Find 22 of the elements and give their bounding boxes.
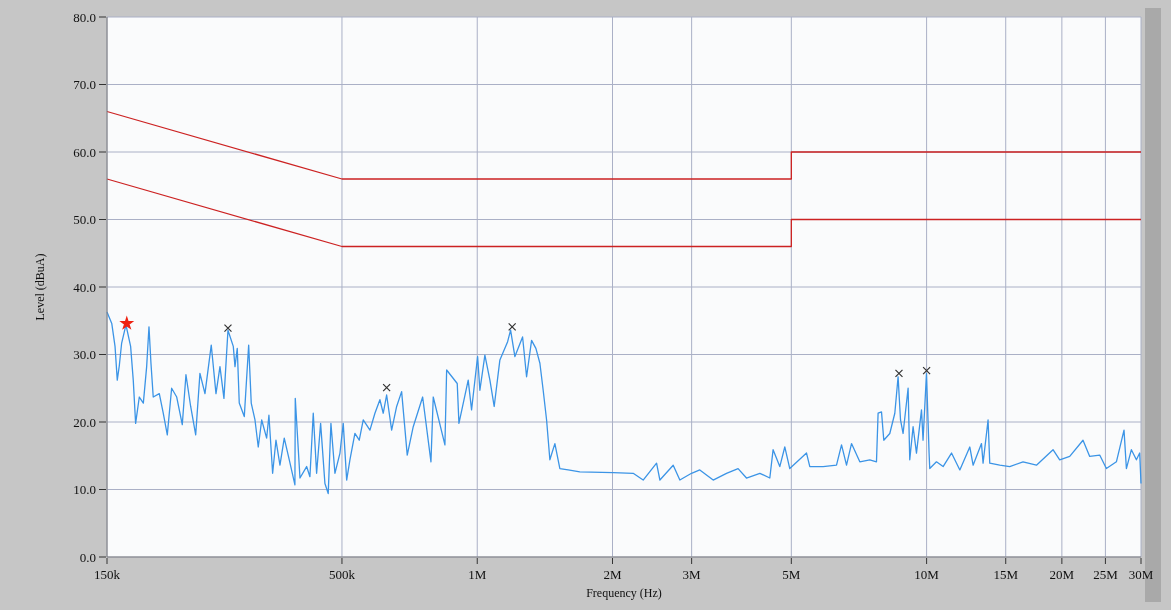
y-tick-label: 80.0 [73,9,96,25]
y-tick-label: 20.0 [73,414,96,430]
y-axis-title: Level (dBuA) [33,253,47,321]
x-tick-label: 30M [1128,567,1154,582]
x-tick-label: 25M [1093,567,1119,582]
x-tick-label: 5M [782,567,801,582]
x-tick-label: 1M [468,567,487,582]
y-tick-label: 50.0 [73,212,96,228]
x-tick-label: 15M [993,567,1019,582]
x-tick-label: 20M [1049,567,1075,582]
y-tick-label: 30.0 [73,347,96,363]
y-tick-label: 10.0 [73,482,96,498]
x-tick-label: 2M [603,567,622,582]
x-axis-title: Frequency (Hz) [586,586,662,600]
x-tick-label: 500k [328,567,356,582]
y-tick-label: 60.0 [73,144,96,160]
x-tick-label: 3M [682,567,702,582]
x-tick-label: 10M [914,567,940,582]
y-tick-label: 40.0 [73,279,96,295]
x-tick-label: 150k [94,567,121,582]
y-tick-label: 0.0 [79,549,96,565]
y-tick-label: 70.0 [73,77,96,93]
